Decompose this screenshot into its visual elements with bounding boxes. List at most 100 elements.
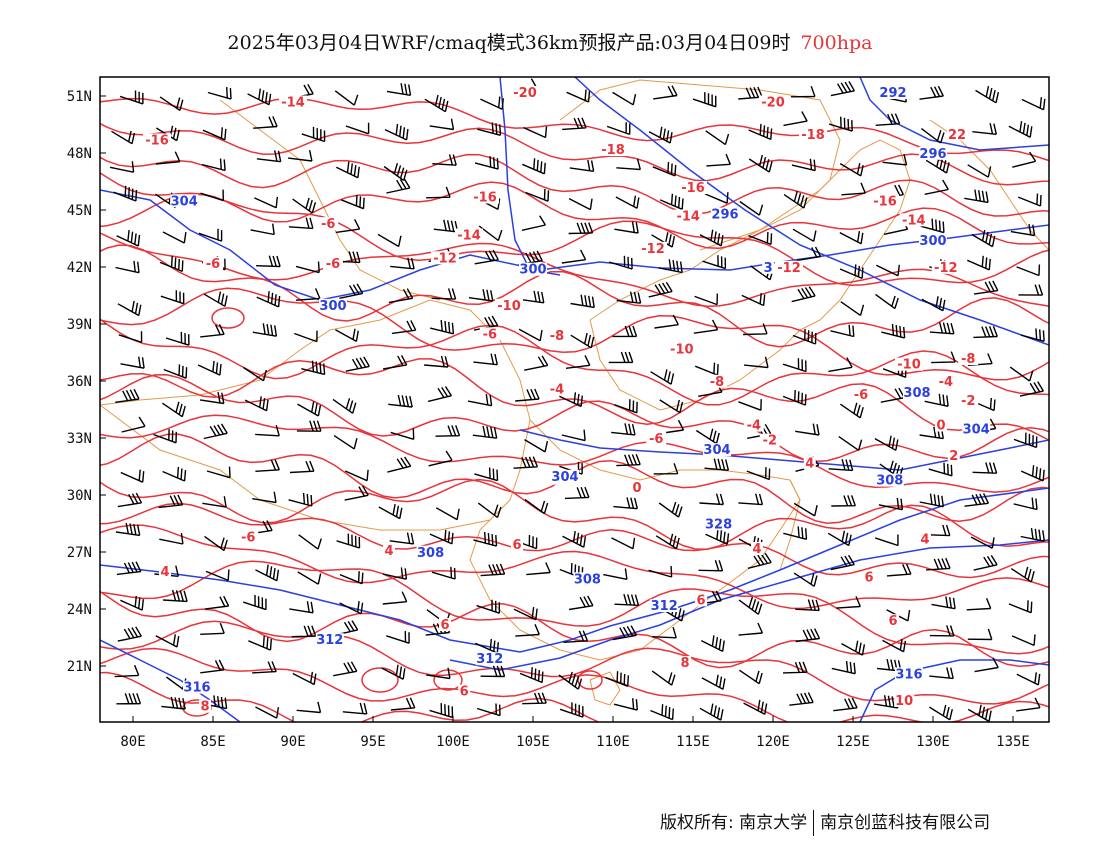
wind-barb <box>289 460 315 474</box>
wind-barb <box>247 88 272 106</box>
temperature-label-bg <box>511 86 539 99</box>
wind-barb <box>429 320 455 335</box>
wind-barb <box>1020 528 1045 542</box>
lat-tick-label: 42N <box>67 260 92 276</box>
wind-barb <box>344 469 369 482</box>
height-label-bg <box>315 633 344 647</box>
wind-barb <box>386 630 410 644</box>
wind-barb <box>924 179 949 195</box>
height-label: 304 <box>171 194 198 209</box>
wind-barb <box>390 257 415 270</box>
temperature-label: -6 <box>206 257 220 272</box>
height-isoline <box>519 429 1049 471</box>
wind-barb <box>467 394 493 407</box>
wind-barb <box>163 589 188 603</box>
wind-barb <box>475 638 499 654</box>
wind-barb <box>252 323 278 337</box>
lat-tick-label: 45N <box>67 203 92 219</box>
wind-barb <box>115 260 140 274</box>
lon-tick-label: 135E <box>996 734 1030 750</box>
height-label-bg <box>650 599 679 612</box>
temperature-label-bg <box>631 481 643 495</box>
wind-barb <box>706 153 731 167</box>
wind-barb <box>653 85 678 100</box>
wind-barb <box>840 301 865 316</box>
wind-barb <box>830 554 855 571</box>
temperature-label: -12 <box>641 242 665 257</box>
temperature-label: 4 <box>160 565 169 580</box>
wind-barb <box>881 324 906 339</box>
temperature-isoline-loop <box>211 307 245 329</box>
wind-barb <box>562 530 587 548</box>
temperature-isoline-loop <box>433 669 463 691</box>
wind-barb <box>158 494 184 509</box>
temperature-isoline <box>95 726 1055 796</box>
height-label: 308 <box>417 546 444 561</box>
wind-barb <box>876 658 902 672</box>
wind-barb <box>115 388 140 403</box>
height-isoline <box>100 639 241 722</box>
lat-tick-label: 27N <box>67 545 92 561</box>
wind-barb <box>659 399 684 414</box>
wind-barb <box>296 701 322 714</box>
wind-barb <box>474 249 499 265</box>
wind-barb <box>378 503 403 520</box>
lat-tick-label: 24N <box>67 602 92 618</box>
wind-barb <box>121 416 146 433</box>
wind-barb <box>828 357 853 373</box>
lon-tick-label: 115E <box>676 734 710 750</box>
temperature-label-bg <box>931 260 960 274</box>
wind-barb <box>830 324 855 338</box>
wind-barb <box>564 486 590 500</box>
wind-barb <box>925 156 950 174</box>
temperature-label: -16 <box>473 191 497 206</box>
temperature-label: -10 <box>670 343 694 358</box>
height-label: 3 <box>764 261 773 276</box>
wind-barb <box>256 291 281 308</box>
wind-barb <box>113 185 138 202</box>
temperature-label-bg <box>935 418 947 432</box>
wind-barb <box>201 158 226 172</box>
height-label-bg <box>711 207 739 221</box>
temperature-label-bg <box>479 327 500 341</box>
temperature-label-bg <box>759 433 780 447</box>
height-label-bg <box>762 260 775 274</box>
temperature-isoline <box>100 620 1049 705</box>
wind-barb <box>335 328 359 343</box>
wind-barb <box>472 425 498 439</box>
lat-tick-label: 48N <box>67 146 92 162</box>
wind-barb <box>515 624 540 637</box>
temperature-label-bg <box>947 127 967 141</box>
lon-axis: 80E 85E 90E 95E 100E 105E 110E 115E 120E 125E 130E… <box>120 716 1030 750</box>
height-label: 304 <box>551 470 578 485</box>
wind-barb <box>920 218 945 234</box>
temperature-label: -8 <box>710 375 724 390</box>
wind-barb <box>389 532 415 545</box>
temperature-label: -18 <box>801 128 825 143</box>
wind-barb <box>650 369 675 385</box>
wind-barb <box>879 460 904 479</box>
wind-barb <box>390 428 415 440</box>
wind-barb <box>288 217 314 230</box>
wind-barb <box>386 83 412 96</box>
temperature-label: -14 <box>457 229 481 244</box>
wind-barb <box>377 233 402 248</box>
lon-tick-label: 110E <box>596 734 630 750</box>
wind-barb <box>254 196 278 209</box>
wind-barb <box>789 692 814 706</box>
temperature-label: -14 <box>902 213 926 228</box>
wind-barb <box>207 87 232 100</box>
wind-barb <box>255 425 280 437</box>
wind-barb <box>705 528 730 545</box>
temperature-label-bg <box>458 684 471 698</box>
temperature-label-bg <box>935 374 956 388</box>
wind-barb <box>292 671 317 686</box>
wind-barb <box>1010 223 1036 237</box>
wind-barb <box>559 702 584 718</box>
temperature-label-bg <box>759 95 787 109</box>
height-isoline <box>859 659 1049 722</box>
height-label-bg <box>703 443 731 457</box>
wind-barb <box>741 292 766 307</box>
wind-barb <box>429 529 454 545</box>
